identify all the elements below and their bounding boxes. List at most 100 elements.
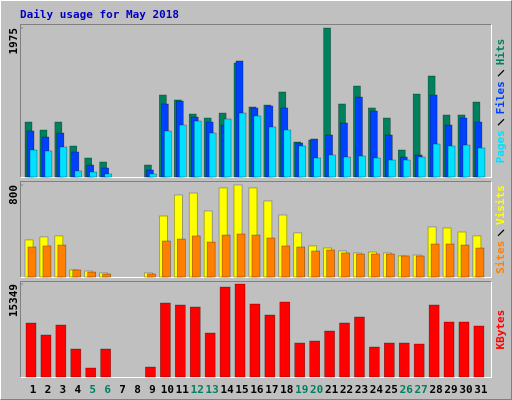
x-tick-label: 30: [459, 383, 472, 396]
bar: [460, 244, 470, 278]
x-tick-label: 8: [134, 383, 141, 396]
bar: [386, 253, 395, 278]
bar: [189, 306, 201, 378]
bar: [417, 156, 426, 178]
legend-label: Files: [494, 81, 507, 114]
bar: [283, 129, 292, 178]
bar: [104, 173, 112, 178]
bar: [147, 273, 156, 278]
x-tick-label: 26: [400, 383, 414, 396]
bar: [402, 159, 411, 178]
bar: [27, 246, 37, 278]
bar: [238, 112, 247, 178]
bar: [373, 157, 381, 178]
bar: [208, 132, 217, 178]
bar: [59, 146, 68, 178]
panel-edge-dark: [20, 24, 492, 178]
bar: [296, 246, 306, 278]
bar: [432, 143, 441, 178]
x-tick-label: 17: [265, 383, 278, 396]
x-tick-label: 1: [30, 383, 37, 396]
bar: [234, 283, 246, 378]
bar: [475, 247, 485, 278]
x-tick-label: 5: [89, 383, 96, 396]
x-tick-label: 3: [60, 383, 67, 396]
panel-edge-dark: [20, 281, 492, 378]
bar: [191, 235, 201, 278]
x-tick-label: 16: [250, 383, 264, 396]
bar: [164, 130, 172, 178]
x-tick-label: 9: [149, 383, 156, 396]
x-tick-label: 18: [280, 383, 293, 396]
legend-separator: [497, 229, 505, 237]
bar: [25, 322, 37, 378]
legend-separator: [497, 118, 505, 126]
bar: [358, 155, 366, 178]
bar: [221, 234, 231, 278]
legend-label: Visits: [494, 185, 507, 225]
bar: [413, 343, 425, 378]
bar: [55, 324, 67, 378]
bar: [89, 171, 98, 178]
bar: [369, 346, 380, 378]
x-tick-label: 15: [235, 383, 248, 396]
bar: [371, 253, 380, 278]
bar: [356, 253, 365, 278]
x-tick-label: 23: [355, 383, 368, 396]
bar: [253, 115, 262, 178]
legend-label: Hits: [494, 39, 507, 66]
bar: [400, 255, 410, 278]
x-tick-label: 25: [385, 383, 398, 396]
bar: [279, 301, 291, 378]
bar: [266, 237, 276, 278]
x-tick-label: 11: [176, 383, 190, 396]
bar: [328, 154, 336, 178]
x-tick-label: 22: [340, 383, 353, 396]
bar: [326, 249, 335, 278]
bar: [311, 250, 320, 278]
bar: [102, 273, 111, 278]
bar: [309, 340, 320, 378]
bar: [179, 124, 187, 178]
bar: [149, 173, 157, 178]
legend-label: Pages: [494, 130, 507, 163]
bar: [447, 145, 456, 178]
x-tick-label: 6: [104, 383, 111, 396]
x-tick-label: 12: [191, 383, 204, 396]
x-tick-label: 10: [161, 383, 174, 396]
x-tick-label: 4: [74, 383, 81, 396]
bar: [160, 302, 171, 378]
bar: [57, 244, 67, 278]
bar: [70, 348, 82, 378]
x-tick-label: 2: [45, 383, 52, 396]
panel-edge-light: [20, 181, 492, 278]
bar: [462, 144, 471, 178]
y-tick-label: 800: [7, 185, 20, 205]
x-tick-label: 19: [295, 383, 308, 396]
x-tick-label: 31: [474, 383, 488, 396]
bar: [339, 322, 350, 378]
bar: [72, 269, 82, 278]
panel-edge-light: [20, 281, 492, 378]
bar: [42, 245, 52, 278]
bar: [177, 238, 186, 278]
bar: [29, 149, 38, 178]
bar: [162, 240, 171, 278]
chart-title: Daily usage for May 2018: [20, 8, 179, 21]
bar: [415, 255, 425, 278]
bar: [445, 243, 455, 278]
x-tick-label: 7: [119, 383, 126, 396]
bar: [458, 321, 470, 378]
bar: [206, 241, 216, 278]
x-tick-label: 20: [310, 383, 323, 396]
bar: [145, 366, 156, 378]
bar: [40, 334, 52, 378]
legend-label: KBytes: [494, 310, 507, 350]
bar: [264, 314, 276, 378]
x-tick-label: 28: [429, 383, 442, 396]
legend-separator: [497, 69, 505, 77]
bar: [281, 245, 291, 278]
bar: [428, 304, 440, 378]
bar: [87, 271, 97, 278]
